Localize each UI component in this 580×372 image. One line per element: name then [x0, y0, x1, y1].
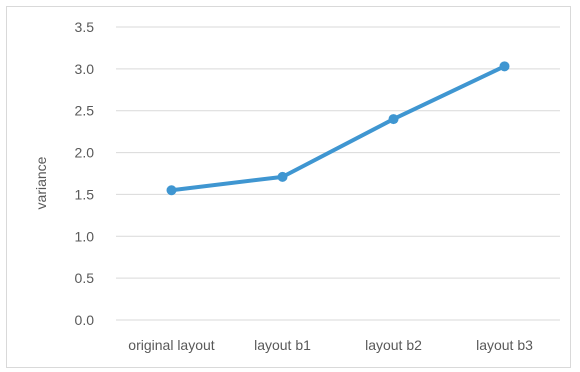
series-line [169, 64, 507, 193]
y-axis-ticks: 0.0 0.5 1.0 1.5 2.0 2.5 3.0 3.5 [75, 19, 95, 328]
x-tick-label: original layout [128, 337, 214, 353]
y-tick-label: 3.0 [75, 61, 95, 77]
data-point [499, 61, 510, 72]
data-point [277, 171, 288, 182]
y-tick-label: 2.0 [75, 145, 95, 161]
data-point [388, 114, 399, 125]
x-axis-ticks: original layout layout b1 layout b2 layout … [128, 337, 533, 353]
y-tick-label: 2.5 [75, 103, 95, 119]
y-tick-label: 3.5 [75, 19, 95, 35]
y-tick-label: 0.5 [75, 270, 95, 286]
x-tick-label: layout b3 [476, 337, 533, 353]
y-axis-title: variance [33, 156, 49, 209]
chart-frame [6, 6, 571, 368]
x-tick-label: layout b2 [365, 337, 422, 353]
y-tick-label: 1.5 [75, 186, 95, 202]
gridlines [116, 26, 560, 321]
data-point [166, 185, 177, 196]
y-tick-label: 1.0 [75, 228, 95, 244]
y-tick-label: 0.0 [75, 312, 95, 328]
x-tick-label: layout b1 [254, 337, 311, 353]
series-layer [166, 61, 510, 196]
